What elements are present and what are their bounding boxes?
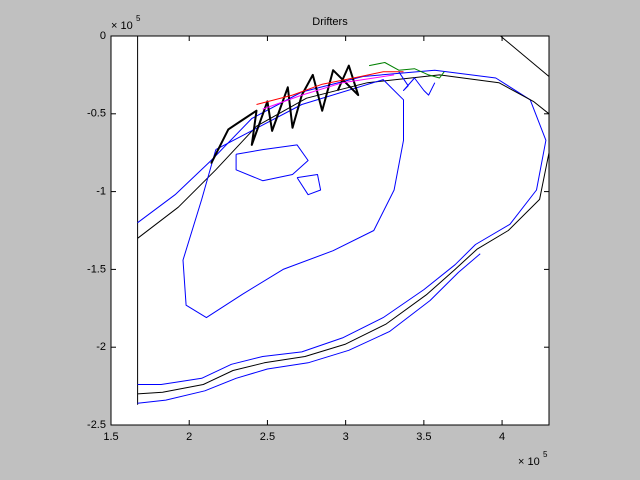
marks [137,35,550,405]
x-tick-label: 1.5 [103,431,118,443]
x-multiplier-exp: 5 [543,450,548,459]
series-line [369,62,445,79]
series-line [500,35,550,77]
x-tick-label: 2.5 [260,431,275,443]
y-multiplier-exp: 5 [136,14,141,23]
y-tick-label: -1.5 [87,263,106,275]
x-tick-label: 4 [499,431,505,443]
series-line [296,174,322,196]
y-tick-label: 0 [100,30,106,42]
x-tick-label: 3 [343,431,349,443]
series-line [137,74,550,395]
series-line [262,74,395,110]
y-tick-label: -2 [96,341,106,353]
x-tick-label: 3.5 [416,431,431,443]
series-line [137,253,481,404]
y-multiplier: × 10 [111,20,133,32]
y-tick-label: -0.5 [87,108,106,120]
x-multiplier: × 10 [518,456,540,468]
y-tick-label: -1 [96,186,106,198]
series-line [235,144,309,182]
series-line [398,71,436,96]
plot-area [110,35,550,426]
series-line [182,79,404,319]
x-tick-label: 2 [186,431,192,443]
chart-title: Drifters [312,16,348,28]
y-tick-label: -2.5 [87,419,106,431]
series-line [256,71,404,105]
